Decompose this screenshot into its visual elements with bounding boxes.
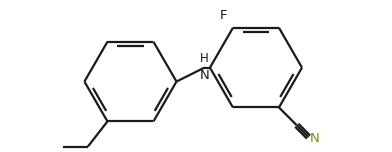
Text: H: H [200, 52, 209, 65]
Text: N: N [310, 132, 319, 145]
Text: N: N [200, 69, 209, 82]
Text: F: F [220, 9, 227, 22]
